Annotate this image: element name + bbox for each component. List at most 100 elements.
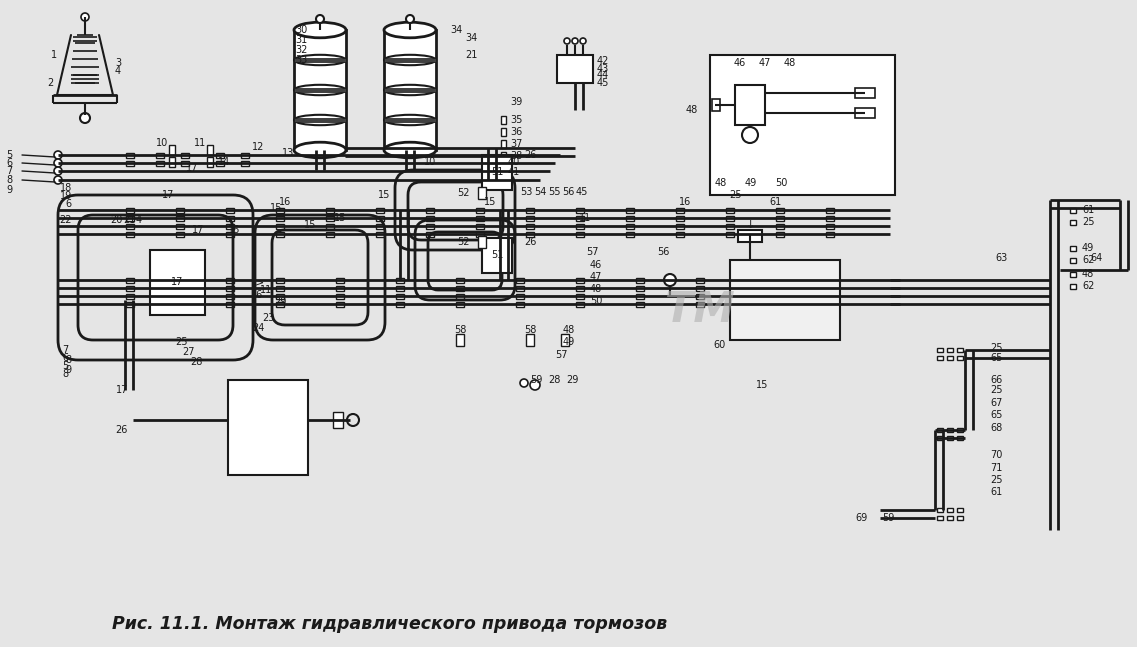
Bar (176, 302, 184, 307)
Bar (333, 412, 343, 428)
Text: 61: 61 (1082, 205, 1094, 215)
Text: 11: 11 (193, 138, 206, 148)
Text: 20: 20 (110, 215, 123, 225)
Bar (677, 215, 684, 221)
Bar (456, 285, 464, 291)
Bar (156, 153, 164, 157)
Text: 39: 39 (511, 97, 522, 107)
Bar (176, 278, 184, 283)
Text: 34: 34 (465, 33, 478, 43)
Text: 37: 37 (511, 139, 522, 149)
Bar (756, 278, 764, 283)
Bar (626, 223, 634, 228)
Text: 1: 1 (51, 50, 57, 60)
Bar (294, 30, 346, 150)
Text: 4: 4 (136, 215, 142, 225)
Bar (516, 302, 524, 307)
Bar (775, 232, 785, 237)
Bar (396, 294, 404, 298)
Text: 50: 50 (590, 296, 603, 306)
Bar (957, 508, 963, 512)
Bar (735, 85, 765, 125)
Text: 57: 57 (555, 350, 567, 360)
Text: 58: 58 (524, 325, 537, 335)
Bar (384, 30, 435, 150)
Text: 50: 50 (775, 178, 788, 188)
Text: 19: 19 (60, 191, 72, 201)
Bar (727, 223, 735, 228)
Bar (126, 285, 134, 291)
Bar (727, 208, 735, 212)
Bar (478, 187, 485, 199)
Bar (626, 232, 634, 237)
Bar (337, 302, 345, 307)
Text: 46: 46 (590, 260, 603, 270)
Bar (376, 208, 384, 212)
Text: 59: 59 (882, 513, 894, 523)
Text: 54: 54 (533, 187, 546, 197)
Text: 29: 29 (566, 375, 579, 385)
Text: 15: 15 (334, 213, 346, 223)
Text: 71: 71 (990, 463, 1003, 473)
Text: Рис. 11.1. Монтаж гидравлического привода тормозов: Рис. 11.1. Монтаж гидравлического привод… (113, 615, 667, 633)
Text: 28: 28 (548, 375, 561, 385)
Bar (557, 55, 594, 83)
Text: 51: 51 (491, 250, 504, 260)
Bar (738, 230, 762, 242)
Bar (957, 428, 963, 432)
Bar (241, 160, 249, 166)
Bar (937, 356, 943, 360)
Bar (169, 157, 175, 167)
Bar (456, 294, 464, 298)
Text: 17: 17 (116, 385, 128, 395)
Bar (576, 232, 584, 237)
Bar (396, 302, 404, 307)
Text: 48: 48 (715, 178, 728, 188)
Bar (727, 215, 735, 221)
Bar (276, 223, 284, 228)
Text: 29: 29 (274, 297, 287, 307)
Bar (561, 334, 568, 346)
Bar (636, 302, 644, 307)
Text: 9: 9 (6, 185, 13, 195)
Text: 7: 7 (6, 166, 13, 176)
Text: 16: 16 (679, 197, 691, 207)
Bar (825, 215, 835, 221)
Bar (126, 278, 134, 283)
Bar (677, 232, 684, 237)
Bar (730, 260, 840, 340)
Text: 61: 61 (990, 487, 1003, 497)
Text: 9: 9 (66, 365, 72, 375)
Bar (456, 334, 464, 346)
Bar (526, 208, 534, 212)
Text: 15: 15 (304, 220, 316, 230)
Text: 10: 10 (424, 157, 437, 167)
Bar (756, 285, 764, 291)
Circle shape (664, 274, 677, 286)
Text: 27: 27 (182, 347, 194, 357)
Bar (576, 208, 584, 212)
Bar (337, 278, 345, 283)
Bar (482, 238, 512, 273)
Text: 22: 22 (59, 215, 72, 225)
Bar (855, 88, 875, 98)
Text: 40: 40 (508, 157, 521, 167)
Bar (947, 356, 953, 360)
Text: 14: 14 (218, 157, 231, 167)
Bar (176, 215, 184, 221)
Text: 48: 48 (686, 105, 698, 115)
Bar (476, 223, 484, 228)
Text: 16: 16 (227, 225, 240, 235)
Bar (294, 88, 346, 92)
Bar (937, 348, 943, 352)
Bar (626, 208, 634, 212)
Text: 21: 21 (123, 215, 135, 225)
Text: 70: 70 (990, 450, 1003, 460)
Bar (376, 232, 384, 237)
Bar (696, 302, 704, 307)
Bar (500, 116, 506, 124)
Text: 48: 48 (1082, 269, 1094, 279)
Bar (696, 285, 704, 291)
Text: 17: 17 (192, 225, 205, 235)
Text: 16: 16 (251, 290, 263, 300)
